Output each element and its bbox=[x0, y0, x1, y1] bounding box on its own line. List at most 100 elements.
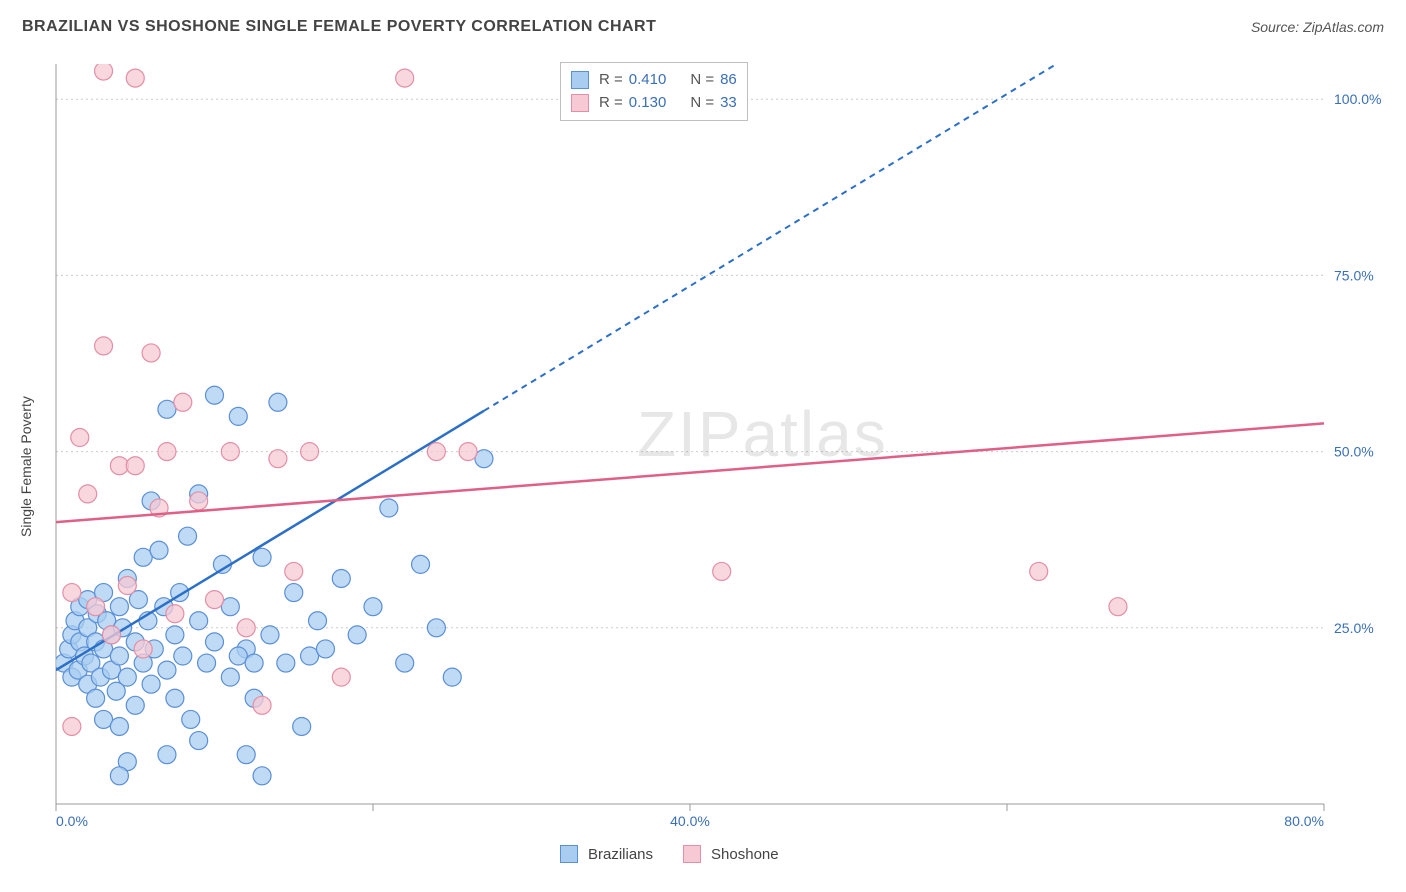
y-tick-label: 25.0% bbox=[1334, 620, 1374, 636]
chart-container: BRAZILIAN VS SHOSHONE SINGLE FEMALE POVE… bbox=[0, 0, 1406, 892]
x-tick-label: 0.0% bbox=[56, 813, 88, 829]
data-point bbox=[110, 647, 128, 665]
data-point bbox=[459, 443, 477, 461]
data-point bbox=[118, 577, 136, 595]
data-point bbox=[126, 696, 144, 714]
data-point bbox=[158, 443, 176, 461]
data-point bbox=[190, 612, 208, 630]
data-point bbox=[142, 675, 160, 693]
data-point bbox=[261, 626, 279, 644]
data-point bbox=[396, 654, 414, 672]
data-point bbox=[285, 562, 303, 580]
stats-legend: R = 0.410 N = 86 R = 0.130 N = 33 bbox=[560, 62, 748, 121]
data-point bbox=[166, 689, 184, 707]
data-point bbox=[142, 344, 160, 362]
data-point bbox=[179, 527, 197, 545]
data-point bbox=[87, 689, 105, 707]
stats-row: R = 0.130 N = 33 bbox=[571, 92, 737, 115]
data-point bbox=[79, 485, 97, 503]
data-point bbox=[229, 407, 247, 425]
data-point bbox=[110, 598, 128, 616]
data-point bbox=[87, 598, 105, 616]
x-tick-label: 80.0% bbox=[1284, 813, 1324, 829]
data-point bbox=[1109, 598, 1127, 616]
data-point bbox=[332, 668, 350, 686]
y-tick-label: 75.0% bbox=[1334, 267, 1374, 283]
data-point bbox=[110, 717, 128, 735]
series-brazilians bbox=[55, 56, 1324, 785]
y-tick-label: 50.0% bbox=[1334, 444, 1374, 460]
scatter-plot: 25.0% 50.0% 75.0% 100.0% 0.0% 40.0% 80.0% bbox=[50, 56, 1384, 832]
data-point bbox=[269, 393, 287, 411]
data-point bbox=[1030, 562, 1048, 580]
chart-title: BRAZILIAN VS SHOSHONE SINGLE FEMALE POVE… bbox=[22, 18, 656, 36]
data-point bbox=[316, 640, 334, 658]
data-point bbox=[301, 443, 319, 461]
data-point bbox=[166, 626, 184, 644]
legend-swatch bbox=[571, 94, 589, 112]
data-point bbox=[443, 668, 461, 686]
data-point bbox=[182, 710, 200, 728]
data-point bbox=[63, 584, 81, 602]
data-point bbox=[293, 717, 311, 735]
legend-swatch bbox=[683, 845, 701, 863]
stat-r-label: R = bbox=[599, 92, 623, 115]
trend-line-solid bbox=[56, 423, 1324, 522]
legend-item: Shoshone bbox=[683, 845, 779, 863]
data-point bbox=[134, 640, 152, 658]
data-point bbox=[277, 654, 295, 672]
data-point bbox=[71, 429, 89, 447]
stats-row: R = 0.410 N = 86 bbox=[571, 69, 737, 92]
stat-n-label: N = bbox=[690, 92, 714, 115]
legend-label: Brazilians bbox=[588, 846, 653, 863]
data-point bbox=[95, 62, 113, 80]
x-tick-label: 40.0% bbox=[670, 813, 710, 829]
data-point bbox=[190, 732, 208, 750]
data-point bbox=[166, 605, 184, 623]
data-point bbox=[118, 668, 136, 686]
data-point bbox=[380, 499, 398, 517]
legend-label: Shoshone bbox=[711, 846, 779, 863]
stat-r-label: R = bbox=[599, 69, 623, 92]
stat-r-value: 0.410 bbox=[629, 69, 667, 92]
legend-item: Brazilians bbox=[560, 845, 653, 863]
data-point bbox=[158, 746, 176, 764]
data-point bbox=[309, 612, 327, 630]
chart-source: Source: ZipAtlas.com bbox=[1251, 19, 1384, 35]
data-point bbox=[713, 562, 731, 580]
y-tick-label: 100.0% bbox=[1334, 91, 1381, 107]
series-legend: Brazilians Shoshone bbox=[560, 845, 779, 863]
data-point bbox=[237, 619, 255, 637]
data-point bbox=[427, 619, 445, 637]
data-point bbox=[126, 69, 144, 87]
stat-n-label: N = bbox=[690, 69, 714, 92]
data-point bbox=[95, 337, 113, 355]
data-point bbox=[253, 767, 271, 785]
data-point bbox=[348, 626, 366, 644]
y-axis-label: Single Female Poverty bbox=[18, 396, 34, 537]
legend-swatch bbox=[571, 71, 589, 89]
stat-r-value: 0.130 bbox=[629, 92, 667, 115]
stat-n-value: 33 bbox=[720, 92, 737, 115]
data-point bbox=[364, 598, 382, 616]
data-point bbox=[63, 717, 81, 735]
data-point bbox=[332, 569, 350, 587]
data-point bbox=[174, 393, 192, 411]
data-point bbox=[190, 492, 208, 510]
data-point bbox=[427, 443, 445, 461]
data-point bbox=[221, 443, 239, 461]
data-point bbox=[269, 450, 287, 468]
stat-n-value: 86 bbox=[720, 69, 737, 92]
data-point bbox=[396, 69, 414, 87]
data-point bbox=[206, 386, 224, 404]
data-point bbox=[206, 633, 224, 651]
data-point bbox=[102, 626, 120, 644]
data-point bbox=[253, 548, 271, 566]
data-point bbox=[126, 457, 144, 475]
data-point bbox=[174, 647, 192, 665]
data-point bbox=[245, 654, 263, 672]
data-point bbox=[150, 541, 168, 559]
data-point bbox=[206, 591, 224, 609]
data-point bbox=[158, 661, 176, 679]
data-point bbox=[110, 767, 128, 785]
